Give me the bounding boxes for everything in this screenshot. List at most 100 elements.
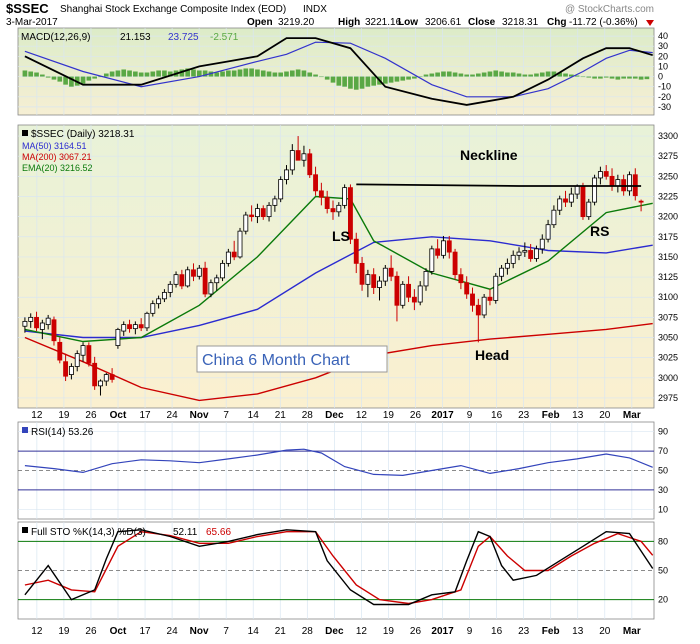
sto-series — [24, 529, 654, 606]
x-tick-label: 26 — [85, 410, 97, 421]
macd-hist-bar — [592, 76, 597, 79]
symbol-title: $SSEC — [6, 1, 49, 16]
macd-hist-bar — [45, 76, 51, 78]
macd-hist-bar — [371, 76, 377, 86]
neckline — [356, 183, 642, 187]
macd-hist-bar — [266, 71, 272, 77]
candle-body — [394, 275, 400, 306]
macd-hist-bar — [365, 76, 371, 87]
chg-value: -11.72 (-0.36%) — [569, 17, 638, 28]
macd-tick-label: 40 — [658, 31, 668, 41]
macd-hist-bar — [569, 74, 574, 77]
candle-body — [86, 345, 92, 364]
candle-body — [539, 238, 545, 250]
candle-body — [34, 316, 39, 329]
x-tick-label: 26 — [410, 410, 422, 421]
low-value: 3206.61 — [425, 17, 462, 28]
macd-hist-bar — [382, 76, 388, 84]
sto-tick-label: 20 — [658, 595, 668, 605]
candle-body — [202, 267, 208, 295]
price-tick-label: 3200 — [658, 212, 678, 222]
candle-body — [98, 380, 103, 387]
sto-legend: Full STO %K(14,3) %D(3) — [31, 527, 146, 538]
x-tick-label: Oct — [110, 626, 127, 637]
macd-hist-bar — [539, 72, 545, 77]
x-tick-label: 24 — [167, 410, 179, 421]
macd-hist-bar — [516, 73, 522, 77]
macd-hist-bar — [284, 71, 289, 77]
macd-hist-bar — [255, 69, 260, 77]
macd-hist-bar — [179, 69, 185, 77]
candle-body — [150, 303, 156, 314]
macd-hist-bar — [80, 76, 86, 84]
macd-hist-bar — [313, 74, 318, 77]
chg-label: Chg — [547, 17, 566, 28]
annotation-box — [196, 345, 388, 373]
price-tick-label: 3000 — [658, 373, 678, 383]
candle-body — [638, 200, 644, 203]
rsi-line — [24, 448, 653, 477]
candle-body — [499, 267, 505, 277]
candle-body — [586, 201, 592, 218]
price-tick-label: 3125 — [658, 272, 678, 282]
x-tick-label: 23 — [518, 626, 530, 637]
candle-body — [208, 282, 214, 295]
macd-hist-bar — [127, 70, 132, 77]
macd-hist-bar — [638, 76, 644, 80]
macd-hist-bar — [295, 69, 301, 77]
candle-body — [237, 230, 243, 258]
sto-tick-label: 80 — [658, 536, 668, 546]
macd-tick-label: -10 — [658, 82, 671, 92]
macd-hist-bar — [406, 76, 411, 80]
macd-hist-bar — [586, 76, 592, 78]
macd-hist-bar — [353, 76, 359, 90]
macd-hist-bar — [621, 76, 626, 79]
rsi-tick-label: 90 — [658, 427, 668, 437]
macd-hist-bar — [551, 71, 557, 77]
candle-body — [156, 298, 162, 305]
macd-hist-bar — [115, 70, 121, 77]
candle-body — [144, 312, 150, 329]
macd-hist-bar — [545, 71, 551, 77]
macd-hist-bar — [342, 76, 347, 87]
x-tick-label: 2017 — [431, 410, 454, 421]
date-label: 3-Mar-2017 — [6, 17, 58, 28]
candle-body — [423, 271, 429, 287]
macd-line — [24, 37, 653, 106]
x-tick-label: 12 — [356, 410, 368, 421]
candle-body — [441, 240, 446, 256]
macd-tick-label: -20 — [658, 92, 671, 102]
candle-body — [51, 319, 57, 342]
exchange-label: INDX — [303, 4, 327, 15]
candle-body — [475, 304, 481, 316]
x-tick-label: Nov — [190, 626, 209, 637]
candle-body — [382, 267, 388, 282]
macd-hist-bar — [394, 76, 400, 82]
candle-body — [220, 262, 225, 279]
x-tick-label: Mar — [623, 410, 641, 421]
candle-body — [22, 320, 28, 327]
x-tick-label: Mar — [623, 626, 641, 637]
macd-hist-bar — [417, 76, 423, 78]
candle-body — [417, 285, 423, 303]
x-tick-label: 28 — [302, 626, 314, 637]
x-tick-label: 23 — [518, 410, 530, 421]
macd-hist-bar — [301, 70, 307, 77]
macd-hist-bar — [156, 70, 161, 77]
candle-body — [132, 324, 138, 330]
x-tick-label: 16 — [491, 410, 503, 421]
sto-legend-swatch — [22, 527, 28, 533]
low-label: Low — [398, 17, 418, 28]
price-tick-label: 2975 — [658, 393, 678, 403]
candle-body — [295, 150, 301, 161]
macd-hist-bar — [563, 73, 568, 77]
neckline-label: Neckline — [460, 147, 518, 163]
candle-body — [284, 169, 289, 180]
candle-body — [324, 196, 330, 209]
macd-value: 21.153 — [120, 32, 151, 43]
candle-body — [80, 345, 86, 356]
macd-hist-bar — [644, 76, 650, 80]
sto-tick-label: 50 — [658, 566, 668, 576]
candle-body — [353, 238, 359, 264]
macd-hist-bar — [388, 76, 394, 83]
